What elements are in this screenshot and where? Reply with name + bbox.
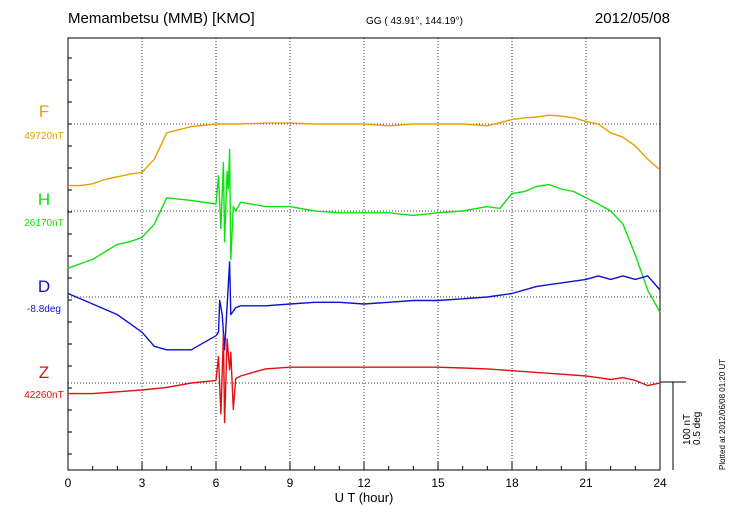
series-label-d: D <box>38 277 50 296</box>
x-tick-label: 12 <box>357 476 371 490</box>
series-label-h: H <box>38 190 50 209</box>
x-tick-label: 15 <box>431 476 445 490</box>
x-tick-label: 21 <box>579 476 593 490</box>
series-line-z <box>68 333 661 424</box>
x-axis-label: U T (hour) <box>335 490 394 505</box>
series-labels: F 49720nT H 26170nT D -8.8deg Z 42260nT <box>24 102 63 401</box>
station-title: Memambetsu (MMB) [KMO] <box>68 10 255 27</box>
plotted-note: Plotted at 2012/06/08 01:20 UT <box>718 359 727 470</box>
series-line-f <box>68 114 661 187</box>
x-tick-label: 24 <box>653 476 667 490</box>
scale-bar-nt: 100 nT <box>682 414 693 445</box>
date-label: 2012/05/08 <box>594 10 670 27</box>
grid-lines <box>68 38 660 470</box>
x-tick-label: 18 <box>505 476 519 490</box>
x-tick-label: 0 <box>65 476 72 490</box>
x-tick-label: 3 <box>139 476 146 490</box>
series-line-d <box>67 261 661 351</box>
series-label-z: Z <box>39 363 49 382</box>
series-group <box>67 114 661 424</box>
x-tick-label: 9 <box>287 476 294 490</box>
coordinates-label: GG ( 43.91°, 144.19°) <box>366 16 463 27</box>
scale-bar: 100 nT 0.5 deg <box>660 381 703 470</box>
scale-bar-deg: 0.5 deg <box>692 412 703 445</box>
x-tick-label: 6 <box>213 476 220 490</box>
series-baseline-h: 26170nT <box>24 218 63 229</box>
series-baseline-f: 49720nT <box>24 131 63 142</box>
series-line-h <box>67 148 661 313</box>
series-baseline-d: -8.8deg <box>27 304 61 315</box>
x-axis-ticks: 0 3 6 9 12 15 18 21 24 <box>65 57 667 490</box>
series-baseline-z: 42260nT <box>24 390 63 401</box>
series-label-f: F <box>39 102 49 121</box>
